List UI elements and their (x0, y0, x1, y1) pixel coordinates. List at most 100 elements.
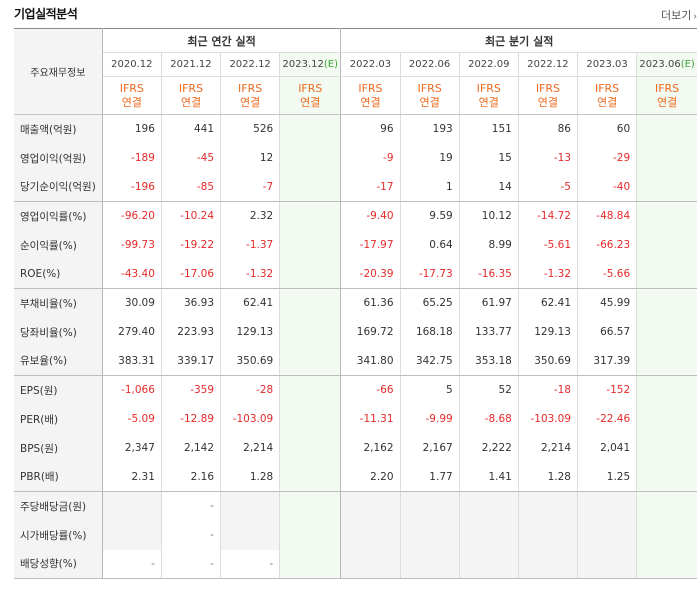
table-cell (279, 259, 342, 289)
account-consolidation: 연결 (180, 95, 202, 109)
table-cell: 279.40 (102, 317, 162, 347)
table-cell (279, 433, 342, 463)
table-cell (636, 201, 697, 231)
table-cell (400, 491, 460, 521)
row-label: 유보율(%) (14, 346, 103, 376)
row-label: 부채비율(%) (14, 288, 103, 318)
table-cell: -11.31 (340, 404, 401, 434)
account-consolidation: 연결 (121, 95, 142, 109)
table-row: 부채비율(%) 30.09 36.93 62.41 61.36 65.25 61.97 62.… (14, 288, 697, 318)
account-consolidation: 연결 (656, 95, 678, 109)
row-label: 영업이익률(%) (14, 201, 103, 231)
estimate-tag: (E) (680, 59, 695, 70)
period-header: 2022.06 (400, 52, 460, 77)
table-cell (340, 549, 401, 579)
table-cell: 61.97 (459, 288, 519, 318)
account-standard-type: IFRS (178, 81, 204, 95)
table-cell: -96.20 (102, 201, 162, 231)
account-standard: IFRS 연결 (636, 76, 697, 115)
table-row: EPS(원) -1,066 -359 -28 -66 5 52 -18 -152 (14, 375, 697, 405)
period-label: 2020.12 (111, 59, 153, 70)
table-cell (636, 230, 697, 260)
table-cell: 62.41 (518, 288, 579, 318)
table-cell: 169.72 (340, 317, 401, 347)
table-cell (636, 346, 697, 376)
quarterly-group-label: 최근 분기 실적 (340, 28, 697, 53)
table-cell: 2,222 (459, 433, 519, 463)
table-cell (279, 114, 342, 144)
table-cell: -17 (340, 172, 401, 202)
table-cell (636, 375, 697, 405)
table-row: 배당성향(%) - - - (14, 549, 697, 579)
period-row: 2020.12 2021.12 2022.12 2023.12(E) 2022.03 20… (14, 52, 697, 77)
table-cell: -9.99 (400, 404, 460, 434)
table-cell (636, 520, 697, 550)
table-cell: -5.66 (577, 259, 638, 289)
table-cell: -48.84 (577, 201, 638, 231)
table-cell: 30.09 (102, 288, 162, 318)
table-cell (636, 317, 697, 347)
table-cell: 2,214 (518, 433, 579, 463)
table-row: 주당배당금(원) - (14, 491, 697, 521)
table-cell (577, 491, 638, 521)
table-cell: -103.09 (220, 404, 281, 434)
table-cell: 14 (459, 172, 519, 202)
table-cell: -152 (577, 375, 638, 405)
table-cell: 2,142 (161, 433, 222, 463)
table-cell (459, 549, 519, 579)
table-row: 영업이익(억원) -189 -45 12 -9 19 15 -13 -29 (14, 143, 697, 173)
table-cell (400, 520, 460, 550)
period-label: 2023.12 (282, 59, 324, 70)
table-cell (279, 375, 342, 405)
table-cell: 383.31 (102, 346, 162, 376)
period-label: 2022.03 (349, 59, 392, 70)
table-cell: -40 (577, 172, 638, 202)
table-cell: 526 (220, 114, 281, 144)
table-cell: 2,214 (220, 433, 281, 463)
table-cell (636, 259, 697, 289)
table-cell: -359 (161, 375, 222, 405)
account-consolidation: 연결 (596, 95, 618, 109)
account-standard-type: IFRS (476, 81, 501, 95)
table-header: 주요재무정보 최근 연간 실적 최근 분기 실적 2020.12 2021.12 2… (14, 28, 697, 115)
table-cell: 19 (400, 143, 460, 173)
table-cell (279, 172, 342, 202)
account-standard-type: IFRS (654, 81, 680, 95)
table-cell (340, 491, 401, 521)
table-cell (279, 201, 342, 231)
table-cell: 2,347 (102, 433, 162, 463)
table-cell: -28 (220, 375, 281, 405)
account-standard-type: IFRS (298, 81, 323, 95)
table-cell: 15 (459, 143, 519, 173)
table-cell: 36.93 (161, 288, 222, 318)
row-label: 당기순이익(억원) (14, 172, 103, 202)
period-header: 2021.12 (161, 52, 222, 77)
table-cell: 1.77 (400, 462, 460, 492)
table-cell (279, 520, 342, 550)
table-cell: -17.06 (161, 259, 222, 289)
table-cell: -13 (518, 143, 579, 173)
table-cell: -1.32 (518, 259, 579, 289)
more-link[interactable]: 더보기 › (661, 7, 697, 23)
account-standard-type: IFRS (417, 81, 442, 95)
table-cell: 317.39 (577, 346, 638, 376)
table-cell: -9.40 (340, 201, 401, 231)
table-cell: -29 (577, 143, 638, 173)
table-cell: 1.28 (518, 462, 579, 492)
table-cell: -66 (340, 375, 401, 405)
account-standard-type: IFRS (358, 81, 383, 95)
period-label: 2021.12 (170, 59, 212, 70)
table-cell (400, 549, 460, 579)
table-cell (279, 549, 342, 579)
period-label: 2022.09 (468, 59, 510, 70)
table-cell (636, 114, 697, 144)
table-cell: -43.40 (102, 259, 162, 289)
table-cell (636, 172, 697, 202)
table-cell (577, 549, 638, 579)
period-header: 2023.03 (577, 52, 638, 77)
table-cell: -22.46 (577, 404, 638, 434)
account-standard: IFRS 연결 (102, 76, 162, 115)
table-cell: 8.99 (459, 230, 519, 260)
table-cell: - (220, 549, 281, 579)
table-row: 순이익률(%) -99.73 -19.22 -1.37 -17.97 0.64 8.99 -5… (14, 230, 697, 260)
